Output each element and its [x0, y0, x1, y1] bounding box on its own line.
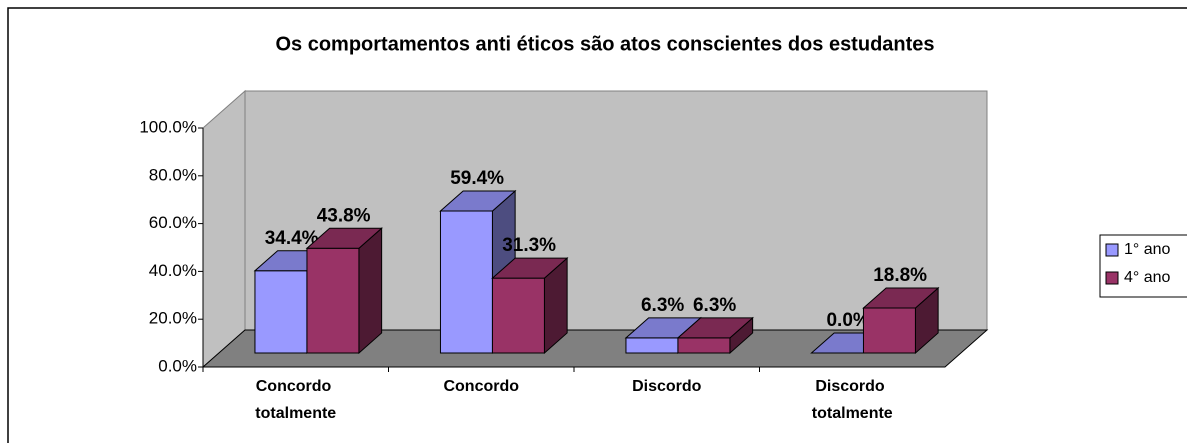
x-tick-label: Concordo totalmente [255, 378, 336, 422]
bar-top [491, 257, 569, 279]
chart-title: Os comportamentos anti éticos são atos c… [275, 33, 934, 55]
y-tick-label: 0.0% [158, 356, 197, 375]
legend-swatch [1105, 271, 1119, 285]
value-label: 34.4% [265, 228, 319, 249]
y-tick-label: 20.0% [149, 309, 197, 328]
bar [491, 257, 569, 355]
bar-front [862, 307, 916, 354]
bar-top [862, 287, 940, 309]
bar [676, 316, 754, 355]
legend-swatch [1105, 243, 1119, 257]
bar-front [254, 270, 308, 354]
legend-label: 4° ano [1124, 269, 1171, 286]
x-tick-label: Discordo [632, 378, 702, 395]
value-label: 0.0% [826, 310, 869, 331]
bar [862, 286, 940, 355]
x-tick-label: Discordo totalmente [812, 378, 893, 422]
value-label: 43.8% [317, 205, 371, 226]
value-label: 59.4% [450, 168, 504, 189]
value-label: 31.3% [502, 235, 556, 256]
value-label: 6.3% [641, 295, 684, 316]
side-wall [202, 89, 246, 369]
bar-front [677, 337, 731, 354]
value-label: 6.3% [693, 295, 736, 316]
y-tick-label: 60.0% [149, 213, 197, 232]
bar-front [306, 247, 360, 354]
y-tick-label: 40.0% [149, 261, 197, 280]
bar-top [439, 190, 517, 212]
bar-front [439, 210, 493, 354]
bar [305, 227, 383, 355]
bar-front [625, 337, 679, 354]
bar-side [358, 227, 383, 355]
x-tick-label: Concordo [443, 378, 519, 395]
bar-top [305, 227, 383, 249]
y-tick-label: 100.0% [139, 117, 197, 136]
y-tick-label: 80.0% [149, 165, 197, 184]
bar-front [491, 277, 545, 354]
bar-top [676, 317, 754, 339]
legend-label: 1° ano [1124, 241, 1171, 258]
value-label: 18.8% [873, 265, 927, 286]
